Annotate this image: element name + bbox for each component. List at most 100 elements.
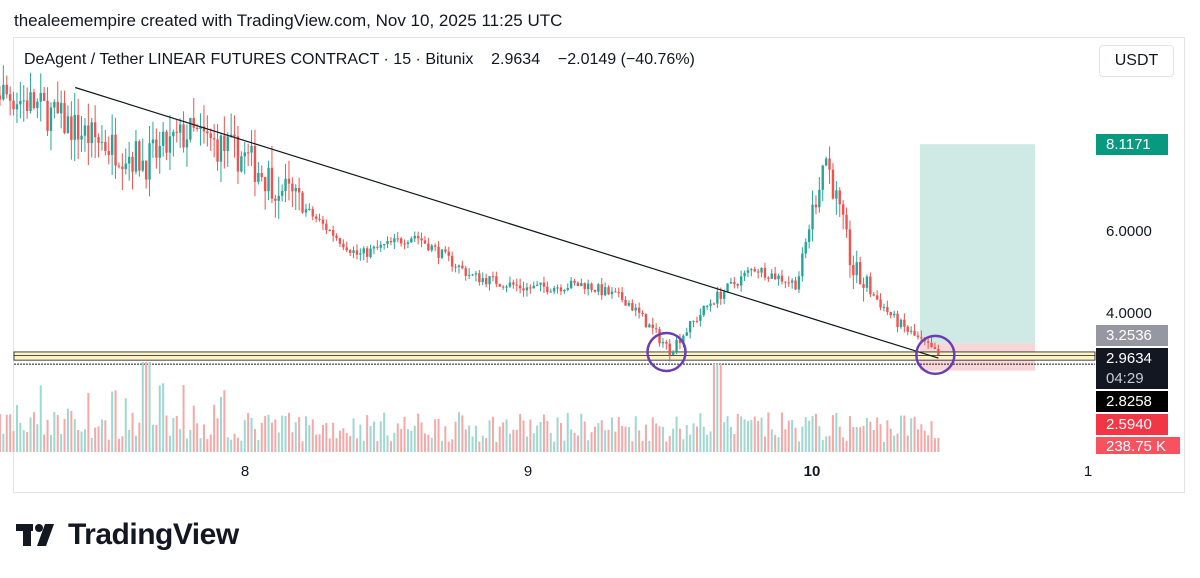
volume-bar [315,434,318,452]
volume-bar [240,440,243,452]
highlight-circle-2[interactable] [915,334,956,376]
volume-bar [838,426,841,452]
candle [685,327,688,337]
volume-bar [386,435,389,452]
candle [773,266,777,280]
candle [355,244,359,260]
symbol-legend: DeAgent / Tether LINEAR FUTURES CONTRACT… [24,51,695,68]
candle [705,304,709,310]
volume-bar [706,434,709,452]
candle [620,286,624,303]
volume-bar [651,417,654,452]
candle [342,239,345,251]
support-band [13,351,1096,361]
volume-bar [447,441,450,452]
candle [328,228,331,232]
candle [240,151,243,173]
candle [767,276,770,282]
candle [869,272,872,298]
volume-bar [94,427,97,452]
candle [865,274,869,292]
volume-bar [400,429,403,452]
volume-bar [502,422,505,452]
candle [505,284,508,293]
volume-bar [821,439,824,452]
candle [229,113,233,138]
volume-bar [804,417,807,452]
candle [607,285,610,296]
candle [563,289,566,294]
candle [634,303,637,317]
candle [886,300,889,316]
volume-bar [457,412,460,452]
volume-bar [893,435,896,452]
volume-bar [63,418,66,452]
volume-bar [889,428,892,452]
candle [580,278,583,287]
volume-bar [73,419,76,452]
candle [399,236,403,247]
candle [325,219,328,234]
highlight-circle-1[interactable] [646,331,687,373]
legend-change: −2.0149 (−40.76%) [557,51,695,68]
candle [631,299,634,312]
volume-bar [56,414,59,452]
volume-bar [172,417,175,452]
volume-bar [318,434,321,452]
volume-bar [583,421,586,452]
volume-bar [624,426,627,452]
candle [158,131,161,174]
volume-bar [420,422,423,452]
volume-bar [138,422,141,452]
volume-bar [675,416,678,452]
candle [549,288,552,293]
candle [348,248,352,256]
volume-bar [576,435,579,452]
volume-bar [104,420,107,452]
candle [0,86,2,107]
volume-bar [406,429,409,452]
volume-bar [522,420,525,452]
candle [763,262,767,281]
candle [896,310,899,333]
candle [420,232,423,248]
volume-bar [610,417,613,452]
volume-bar [716,364,719,452]
candle [406,240,410,249]
volume-bar [872,429,875,452]
volume-bar [831,415,834,452]
candle [206,115,209,147]
volume-bar [672,428,675,452]
candle [569,276,573,290]
candle [148,126,151,197]
candle [821,164,824,202]
volume-bar [410,430,413,452]
volume-bar [247,413,250,452]
volume-bar [451,439,454,452]
candle [495,271,498,288]
volume-bar [634,416,637,452]
currency-unit-button[interactable]: USDT [1099,45,1174,77]
candle [784,281,787,289]
downtrend-line[interactable] [75,86,939,359]
candle [648,323,651,328]
candles [0,65,940,362]
candle [542,276,546,294]
volume-bar [753,416,756,452]
volume-bar [376,441,379,452]
volume-bar [257,440,260,452]
volume-bar [233,433,236,452]
volume-bar [213,404,216,452]
volume-bar [338,430,341,452]
countdown-label: 04:29 [1096,368,1168,389]
volume-bar [709,431,712,452]
volume-bar [855,427,858,452]
candle [5,75,8,99]
candle [671,349,675,356]
candle [277,176,280,219]
candle [892,310,896,318]
volume-bar [685,425,688,452]
volume-bar [797,441,800,452]
candle [246,143,250,167]
